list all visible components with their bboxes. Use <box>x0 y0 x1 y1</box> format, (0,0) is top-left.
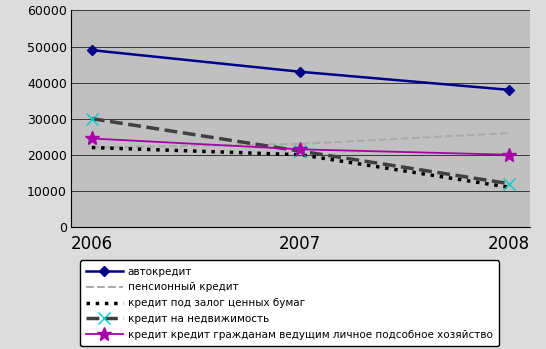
пенсионный кредит <box>297 142 304 146</box>
кредит под залог ценных бумаг <box>506 185 512 189</box>
кредит кредит гражданам ведущим личное подсобное хозяйство <box>88 136 95 141</box>
кредит на недвижимость <box>297 149 304 153</box>
Line: пенсионный кредит: пенсионный кредит <box>92 133 509 148</box>
кредит кредит гражданам ведущим личное подсобное хозяйство <box>506 153 512 157</box>
кредит кредит гражданам ведущим личное подсобное хозяйство <box>297 147 304 151</box>
Line: кредит под залог ценных бумаг: кредит под залог ценных бумаг <box>92 148 509 187</box>
автокредит <box>297 70 304 74</box>
Line: автокредит: автокредит <box>88 47 512 93</box>
автокредит <box>506 88 512 92</box>
пенсионный кредит <box>506 131 512 135</box>
кредит под залог ценных бумаг <box>297 153 304 157</box>
кредит под залог ценных бумаг <box>88 146 95 150</box>
автокредит <box>88 48 95 52</box>
Line: кредит кредит гражданам ведущим личное подсобное хозяйство: кредит кредит гражданам ведущим личное п… <box>85 132 516 162</box>
пенсионный кредит <box>88 146 95 150</box>
кредит на недвижимость <box>88 117 95 121</box>
кредит на недвижимость <box>506 181 512 186</box>
Line: кредит на недвижимость: кредит на недвижимость <box>86 112 515 190</box>
Legend: автокредит, пенсионный кредит, кредит под залог ценных бумаг, кредит на недвижим: автокредит, пенсионный кредит, кредит по… <box>80 260 499 346</box>
